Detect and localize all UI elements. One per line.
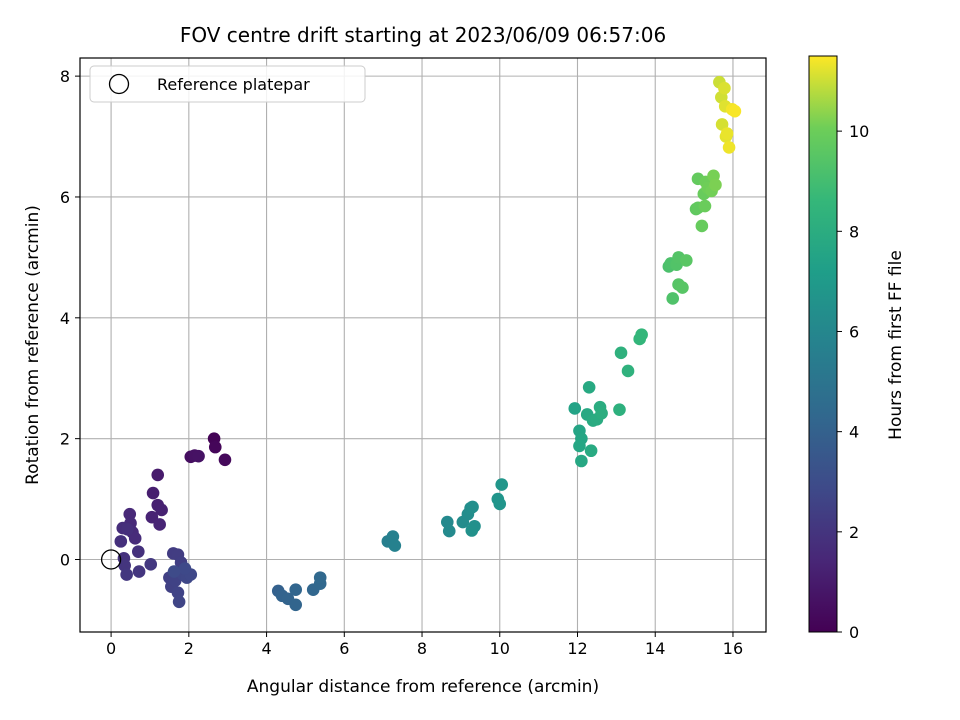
scatter-point — [666, 292, 680, 305]
scatter-point — [709, 178, 722, 192]
x-tick-label: 4 — [261, 639, 271, 658]
scatter-point — [151, 468, 165, 482]
scatter-point — [698, 199, 712, 213]
y-tick-label: 2 — [60, 430, 70, 449]
x-axis-ticks: 0 2 4 6 8 10 12 14 16 — [106, 632, 743, 658]
legend-box — [89, 65, 366, 103]
scatter-point — [680, 254, 693, 267]
scatter-point — [493, 497, 507, 511]
scatter-point — [123, 507, 137, 521]
y-tick-label: 0 — [60, 550, 70, 569]
scatter-point — [575, 454, 588, 468]
reference-marker-group — [100, 549, 122, 570]
colorbar-tick-label: 4 — [849, 423, 859, 442]
scatter-point — [289, 583, 303, 597]
grid-lines — [80, 58, 766, 632]
scatter-point — [442, 524, 456, 538]
scatter-point — [722, 141, 736, 154]
scatter-point — [621, 364, 635, 378]
scatter-point — [465, 524, 479, 537]
colorbar-tick-label: 0 — [849, 623, 859, 642]
scatter-point — [466, 500, 479, 514]
scatter-point — [718, 81, 731, 95]
y-tick-label: 6 — [60, 188, 70, 207]
y-tick-label: 8 — [60, 67, 70, 86]
legend: Reference platepar — [89, 65, 366, 103]
x-tick-label: 14 — [645, 639, 665, 658]
scatter-point — [595, 406, 608, 420]
scatter-point — [167, 565, 181, 578]
colorbar-tick-label: 6 — [849, 322, 859, 341]
scatter-point — [584, 444, 598, 458]
scatter-point — [495, 478, 509, 491]
scatter-point — [178, 562, 192, 575]
colorbar-label: Hours from first FF file — [886, 250, 906, 440]
scatter-point — [114, 535, 128, 548]
x-tick-label: 2 — [184, 639, 194, 658]
scatter-point — [120, 568, 133, 581]
scatter-point — [172, 595, 186, 609]
colorbar — [808, 55, 838, 633]
scatter-point — [614, 346, 628, 360]
x-axis-label: Angular distance from reference (arcmin) — [247, 677, 599, 697]
scatter-point — [218, 453, 232, 467]
scatter-point — [208, 440, 222, 454]
x-tick-label: 12 — [567, 639, 587, 658]
legend-entry-label: Reference platepar — [157, 75, 310, 94]
scatter-point — [128, 532, 142, 545]
scatter-point — [568, 402, 582, 415]
scatter-point — [132, 565, 146, 578]
scatter-point — [728, 104, 742, 118]
colorbar-tick-label: 8 — [849, 222, 859, 241]
scatter-point — [192, 449, 205, 463]
x-tick-label: 0 — [106, 639, 116, 658]
colorbar-tick-label: 2 — [849, 523, 859, 542]
x-tick-label: 6 — [339, 639, 349, 658]
x-tick-label: 16 — [723, 639, 743, 658]
scatter-point — [144, 558, 158, 571]
scatter-point — [720, 127, 734, 140]
x-tick-label: 10 — [490, 639, 510, 658]
scatter-point — [146, 486, 160, 500]
scatter-point — [121, 522, 134, 536]
scatter-point — [388, 539, 402, 552]
scatter-point — [132, 545, 145, 558]
scatter-point — [289, 598, 303, 612]
scatter-point — [153, 518, 166, 531]
colorbar-ticks: 0 2 4 6 8 10 — [837, 122, 869, 642]
x-tick-label: 8 — [417, 639, 427, 658]
colorbar-tick-label: 10 — [849, 122, 869, 141]
scatter-point — [313, 571, 327, 584]
plot-area-frame — [79, 57, 767, 633]
y-axis-label: Rotation from reference (arcmin) — [23, 205, 43, 485]
data-points — [114, 75, 742, 612]
y-tick-label: 4 — [60, 309, 70, 328]
scatter-point — [676, 281, 689, 294]
reference-marker — [100, 549, 122, 570]
scatter-point — [573, 439, 586, 453]
y-axis-ticks: 0 2 4 6 8 — [60, 67, 80, 569]
scatter-point — [695, 219, 709, 233]
scatter-point — [582, 380, 596, 394]
scatter-point — [155, 503, 168, 517]
scatter-point — [613, 403, 626, 416]
scatter-point — [635, 328, 648, 342]
chart-title: FOV centre drift starting at 2023/06/09 … — [180, 23, 666, 47]
legend-reference-marker — [108, 73, 130, 95]
